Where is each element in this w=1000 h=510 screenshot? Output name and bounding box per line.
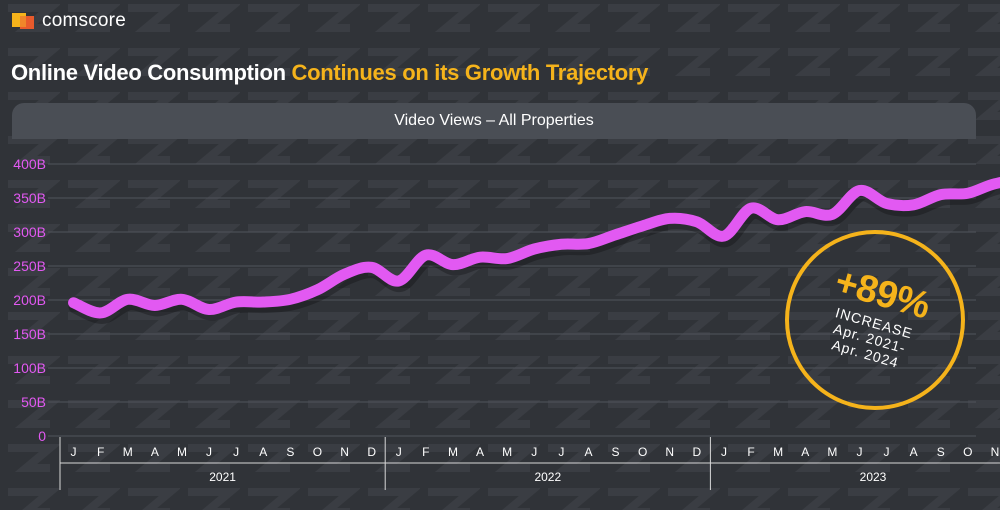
y-tick-label: 400B [13,156,46,172]
x-tick-label: N [991,445,1000,459]
data-point [234,300,238,304]
data-point [478,255,482,259]
data-point [857,189,861,193]
x-tick-label: N [665,445,674,459]
x-tick-label: M [827,445,837,459]
x-tick-label: S [937,445,945,459]
x-tick-label: A [151,445,159,459]
x-tick-label: D [367,445,376,459]
x-tick-label: O [963,445,972,459]
data-point [126,297,130,301]
data-point [803,210,807,214]
y-tick-label: 100B [13,360,46,376]
comscore-logo-icon [12,13,34,29]
chart-title: Video Views – All Properties [394,112,594,129]
data-point [72,301,76,305]
chart-title-bar: Video Views – All Properties [12,103,976,139]
y-tick-label: 50B [21,394,46,410]
x-tick-label: J [856,445,862,459]
data-point [776,218,780,222]
series-line [68,176,1000,319]
data-point [641,224,645,228]
data-point [370,265,374,269]
data-point [559,242,563,246]
y-tick-label: 250B [13,258,46,274]
data-point [586,242,590,246]
y-tick-label: 0 [38,428,46,444]
data-point [912,203,916,207]
x-tick-label: A [476,445,484,459]
data-point [695,220,699,224]
x-tick-label: F [747,445,754,459]
data-point [288,297,292,301]
x-tick-label: N [340,445,349,459]
data-point [722,234,726,238]
x-tick-label: A [259,445,267,459]
data-point [885,201,889,205]
x-tick-label: J [233,445,239,459]
data-point [505,257,509,261]
x-tick-label: A [584,445,592,459]
data-point [668,216,672,220]
year-label: 2023 [860,470,887,484]
x-tick-label: J [71,445,77,459]
data-point [749,206,753,210]
data-point [99,311,103,315]
data-point [614,233,618,237]
x-tick-label: A [910,445,918,459]
y-tick-label: 150B [13,326,46,342]
x-tick-label: D [693,445,702,459]
x-tick-label: J [721,445,727,459]
data-point [966,191,970,195]
x-tick-label: O [638,445,647,459]
data-point [532,247,536,251]
x-tick-label: M [177,445,187,459]
y-tick-label: 300B [13,224,46,240]
x-tick-label: J [396,445,402,459]
y-tick-label: 200B [13,292,46,308]
year-label: 2021 [209,470,236,484]
data-point [261,300,265,304]
x-tick-label: S [286,445,294,459]
y-tick-label: 350B [13,190,46,206]
data-point [451,263,455,267]
comscore-logo: comscore [12,9,126,33]
x-tick-label: M [773,445,783,459]
page-title: Online Video Consumption Continues on it… [11,60,648,86]
year-label: 2022 [534,470,561,484]
data-point [207,308,211,312]
data-point [315,288,319,292]
x-tick-label: J [884,445,890,459]
x-tick-label: S [612,445,620,459]
x-tick-label: J [531,445,537,459]
x-tick-label: F [97,445,104,459]
x-tick-label: M [123,445,133,459]
data-point [830,212,834,216]
title-accent: Continues on its Growth Trajectory [291,60,649,85]
data-point [939,193,943,197]
title-main: Online Video Consumption [11,60,286,85]
increase-callout: +89% INCREASE Apr. 2021- Apr. 2024 [785,230,965,410]
data-point [397,279,401,283]
x-tick-label: A [801,445,809,459]
x-tick-label: J [206,445,212,459]
x-tick-label: J [558,445,564,459]
x-tick-label: M [448,445,458,459]
x-tick-label: O [313,445,322,459]
x-tick-label: M [502,445,512,459]
data-point [424,253,428,257]
x-tick-label: F [422,445,429,459]
data-point [180,297,184,301]
data-point [153,303,157,307]
data-point [343,272,347,276]
data-point [993,182,997,186]
brand-name: comscore [42,10,126,31]
